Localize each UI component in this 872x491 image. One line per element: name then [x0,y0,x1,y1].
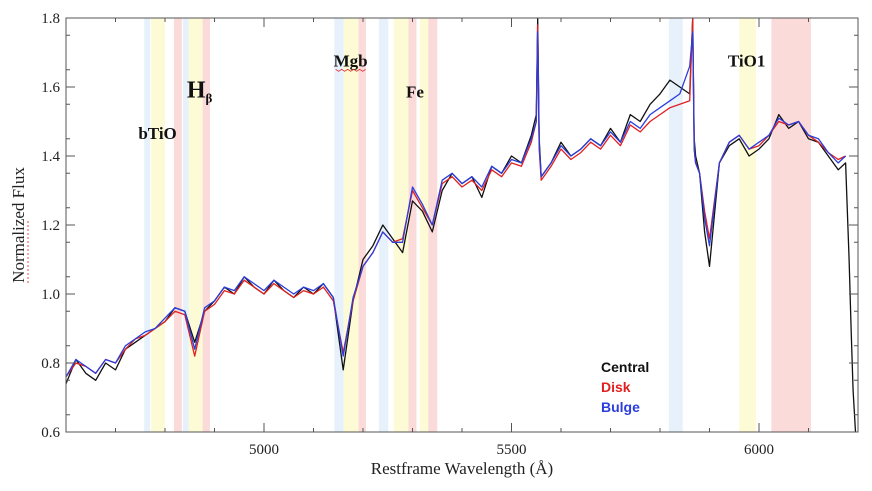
x-axis-label: Restframe Wavelength (Å) [371,459,553,478]
x-tick-label-5000: 5000 [249,442,279,458]
feature-label-fe: Fe [406,82,424,101]
feature-label-btio: bTiO [138,124,176,143]
band-yellow-10 [393,18,410,432]
band-yellow-1 [151,18,165,432]
band-red-11 [408,18,417,432]
y-tick-label-1.8: 1.8 [41,11,60,27]
legend: Central Disk Bulge [601,359,649,415]
series-line-bulge [66,31,847,378]
band-blue-3 [182,18,189,432]
y-tick-label-0.6: 0.6 [41,425,60,441]
feature-label-mgb: Mgb [334,51,368,70]
y-tick-label-0.8: 0.8 [41,356,60,372]
band-yellow-12 [419,18,430,432]
y-tick-label-1.6: 1.6 [41,80,60,96]
band-red-2 [173,18,182,432]
axis-ticks: 5000 5500 6000 0.6 0.8 1.0 1.2 1.4 1.6 1.8 [41,11,859,458]
legend-item-disk: Disk [601,379,631,395]
series-line-disk [66,18,846,378]
x-tick-label-6000: 6000 [744,442,774,458]
band-blue-14 [668,18,683,432]
band-blue-6 [334,18,344,432]
band-yellow-7 [343,18,361,432]
legend-item-central: Central [601,359,649,375]
y-axis-label: Normalized Flux [9,167,28,283]
series-lines [66,18,857,432]
y-tick-label-1.4: 1.4 [41,149,60,165]
band-red-16 [771,18,811,432]
band-blue-0 [144,18,151,432]
spellcheck-underline [335,68,366,72]
feature-label-tio1: TiO1 [728,51,765,70]
band-red-8 [358,18,366,432]
band-yellow-15 [739,18,757,432]
legend-item-bulge: Bulge [601,399,640,415]
y-tick-label-1: 1.0 [41,287,60,303]
y-tick-label-1.2: 1.2 [41,218,60,234]
x-tick-label-5500: 5500 [497,442,527,458]
band-red-5 [202,18,211,432]
